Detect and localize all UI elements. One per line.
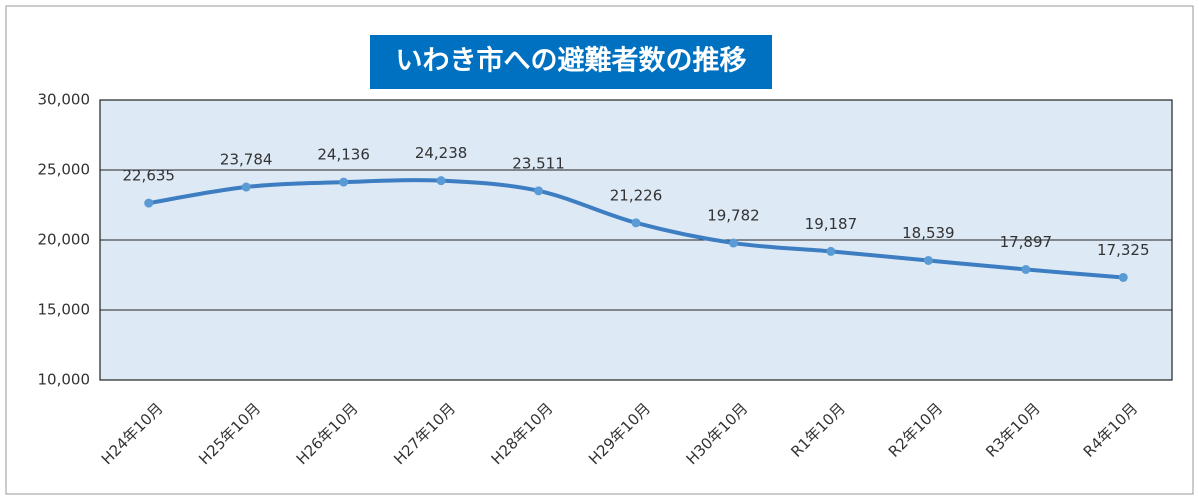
data-label: 22,635 xyxy=(122,167,175,185)
data-label: 23,511 xyxy=(512,154,565,172)
point xyxy=(631,218,641,228)
point xyxy=(923,255,933,265)
point xyxy=(1118,272,1128,282)
data-label: 19,187 xyxy=(805,215,858,233)
y-tick-label: 20,000 xyxy=(38,231,91,249)
point xyxy=(241,182,251,192)
point xyxy=(534,186,544,196)
data-label: 23,784 xyxy=(220,151,273,169)
point xyxy=(728,238,738,248)
point xyxy=(339,177,349,187)
data-label: 18,539 xyxy=(902,224,955,242)
title-box xyxy=(370,35,772,89)
y-tick-label: 25,000 xyxy=(38,161,91,179)
data-label: 24,238 xyxy=(415,144,468,162)
y-tick-label: 10,000 xyxy=(38,371,91,389)
data-label: 17,897 xyxy=(1000,233,1053,251)
y-tick-label: 15,000 xyxy=(38,301,91,319)
chart-title: いわき市への避難者数の推移 xyxy=(396,45,747,77)
data-label: 19,782 xyxy=(707,207,760,225)
data-label: 24,136 xyxy=(317,146,370,164)
data-label: 17,325 xyxy=(1097,241,1150,259)
plot-border xyxy=(99,99,1173,381)
point xyxy=(826,246,836,256)
data-label: 21,226 xyxy=(610,186,663,204)
point xyxy=(144,198,154,208)
point xyxy=(436,176,446,186)
y-tick-label: 30,000 xyxy=(38,91,91,109)
point xyxy=(1021,264,1031,274)
